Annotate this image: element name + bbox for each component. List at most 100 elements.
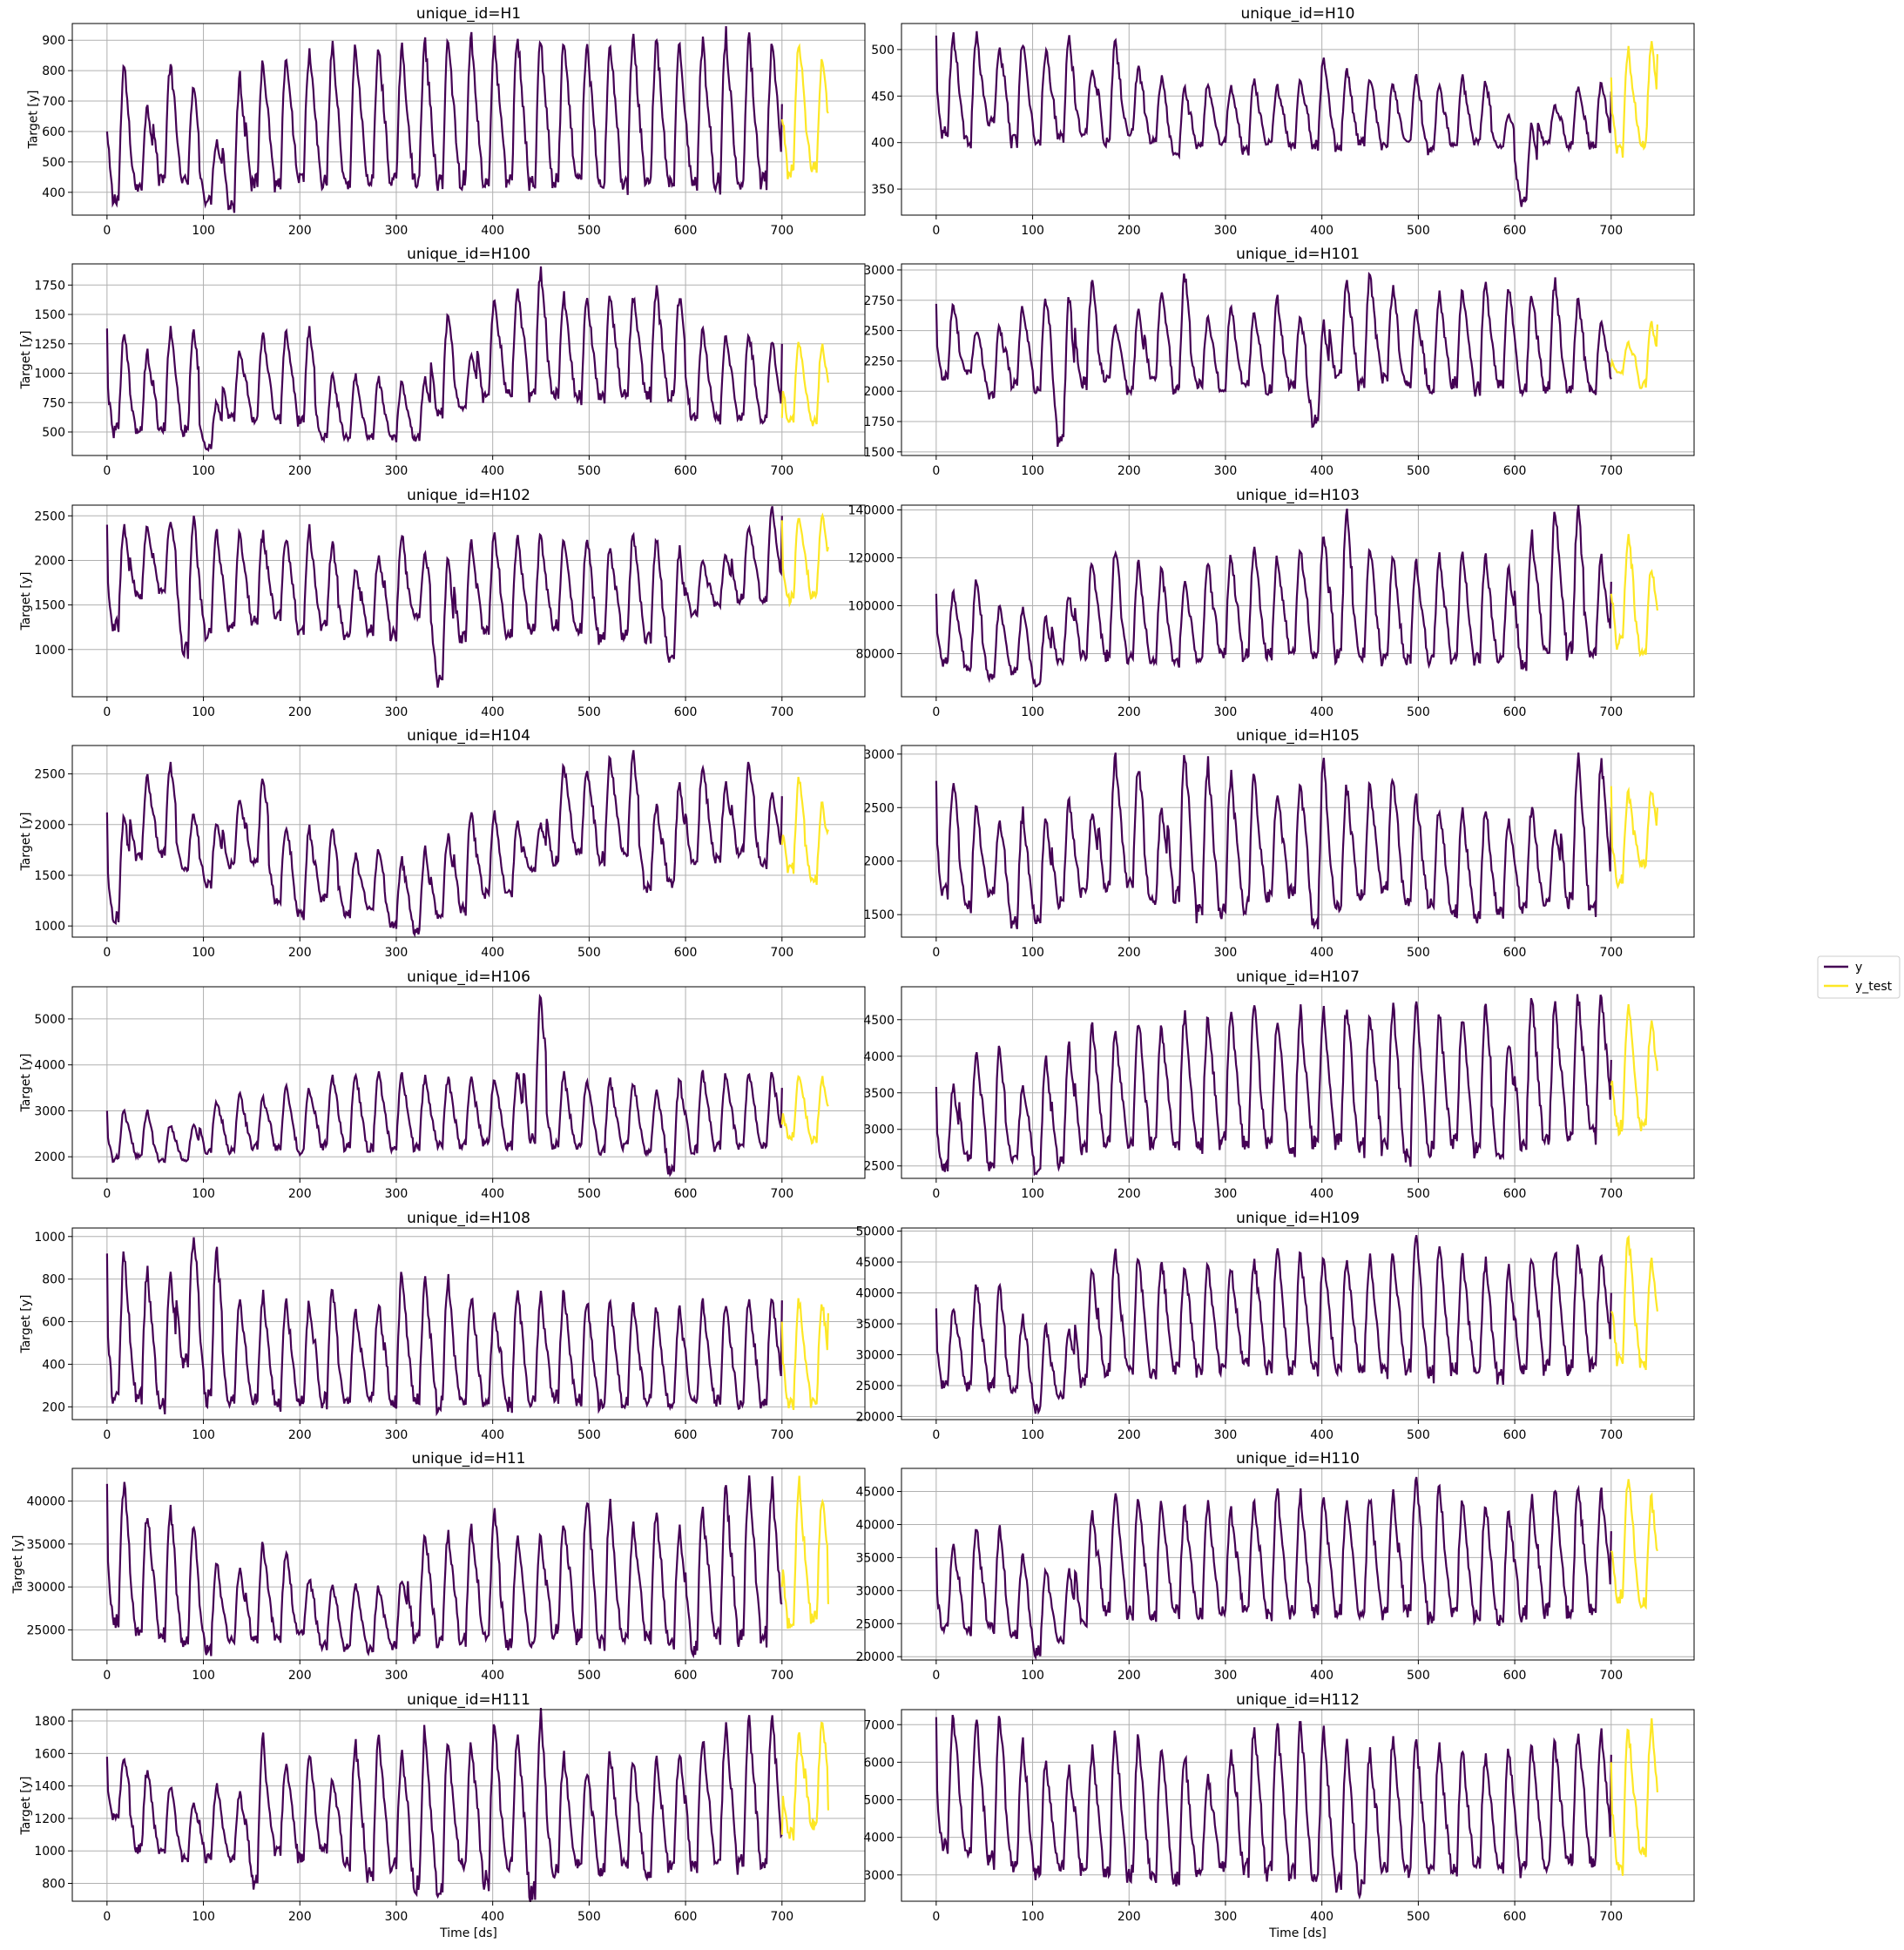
series-line-y-test (780, 341, 829, 427)
x-tick-label: 0 (103, 464, 111, 478)
x-tick-label: 600 (674, 1187, 698, 1201)
x-tick-label: 100 (192, 705, 215, 719)
subplot-title: unique_id=H112 (1236, 1691, 1360, 1709)
y-tick-label: 1000 (34, 920, 65, 934)
x-tick-label: 300 (1214, 705, 1238, 719)
y-tick-label: 2000 (34, 819, 65, 833)
x-tick-label: 400 (481, 1428, 504, 1442)
x-tick-label: 700 (1599, 946, 1623, 960)
x-tick-label: 0 (932, 1187, 940, 1201)
x-tick-label: 200 (1117, 1428, 1141, 1442)
x-tick-label: 700 (770, 946, 793, 960)
y-tick-label: 40000 (26, 1495, 65, 1508)
x-tick-label: 200 (1117, 946, 1141, 960)
subplot-title: unique_id=H102 (407, 487, 530, 504)
y-tick-label: 2500 (863, 1160, 895, 1174)
x-tick-label: 500 (1407, 705, 1430, 719)
subplot-6: 0 100 200 300 400 500 600 700 1000 1500 2000 2500 un… (19, 727, 866, 960)
x-tick-label: 700 (770, 705, 793, 719)
y-tick-label: 3000 (863, 264, 895, 278)
y-tick-label: 700 (42, 95, 65, 109)
x-tick-label: 600 (674, 224, 698, 238)
y-tick-label: 35000 (855, 1551, 895, 1565)
series-line-y (935, 30, 1612, 207)
x-axis-label: Time [ds] (1268, 1926, 1327, 1940)
series-line-y-test (1610, 1234, 1658, 1371)
subplot-11: 0 100 200 300 400 500 600 700 20000 25000 30000 350… (855, 1210, 1695, 1442)
x-tick-label: 400 (1310, 1669, 1333, 1683)
x-tick-label: 400 (1310, 1910, 1333, 1924)
x-tick-label: 200 (288, 464, 312, 478)
y-tick-label: 200 (42, 1400, 65, 1414)
series-line-y (935, 994, 1612, 1177)
x-tick-label: 200 (288, 946, 312, 960)
x-tick-label: 700 (770, 1910, 793, 1924)
x-tick-label: 100 (1021, 705, 1044, 719)
subplot-grid: 0 100 200 300 400 500 600 700 400 500 600 700 800 900… (11, 5, 1695, 1940)
axes-frame (901, 1709, 1695, 1902)
x-tick-label: 700 (770, 224, 793, 238)
subplot-5: 0 100 200 300 400 500 600 700 80000 100000 120000 1… (848, 487, 1695, 719)
axes-frame (71, 745, 866, 938)
x-tick-label: 700 (1599, 1910, 1623, 1924)
x-tick-label: 100 (1021, 1910, 1044, 1924)
y-axis-label: Target [y] (19, 572, 33, 631)
y-tick-label: 450 (871, 90, 895, 104)
x-tick-label: 600 (674, 464, 698, 478)
x-tick-label: 0 (103, 1187, 111, 1201)
x-tick-label: 0 (103, 946, 111, 960)
x-tick-label: 500 (1407, 1910, 1430, 1924)
y-tick-label: 2000 (863, 855, 895, 869)
y-tick-label: 4500 (863, 1014, 895, 1028)
x-tick-label: 200 (288, 224, 312, 238)
y-tick-label: 1200 (34, 1812, 65, 1826)
series-line-y-test (1610, 534, 1658, 658)
y-tick-label: 20000 (855, 1410, 895, 1424)
x-tick-label: 300 (385, 464, 408, 478)
y-tick-label: 350 (871, 183, 895, 197)
y-tick-label: 1000 (34, 1845, 65, 1859)
x-tick-label: 500 (577, 946, 601, 960)
y-tick-label: 1750 (863, 415, 895, 429)
subplot-7: 0 100 200 300 400 500 600 700 1500 2000 2500 3000 un… (863, 727, 1695, 960)
y-tick-label: 3000 (34, 1104, 65, 1118)
x-tick-label: 0 (932, 1910, 940, 1924)
subplot-0: 0 100 200 300 400 500 600 700 400 500 600 700 800 900… (27, 5, 866, 238)
subplot-title: unique_id=H110 (1236, 1450, 1360, 1468)
y-tick-label: 900 (42, 34, 65, 48)
subplot-2: 0 100 200 300 400 500 600 700 500 750 1000 1250 1500… (19, 246, 866, 478)
series-line-y-test (780, 776, 829, 886)
x-tick-label: 300 (1214, 1187, 1238, 1201)
y-tick-label: 1000 (34, 368, 65, 381)
y-tick-label: 1500 (34, 599, 65, 613)
x-tick-label: 500 (1407, 1428, 1430, 1442)
y-tick-label: 140000 (848, 504, 895, 518)
y-tick-label: 20000 (855, 1650, 895, 1664)
x-tick-label: 100 (1021, 1669, 1044, 1683)
y-tick-label: 500 (42, 426, 65, 440)
subplot-title: unique_id=H11 (412, 1450, 526, 1468)
y-tick-label: 3000 (863, 1123, 895, 1137)
x-tick-label: 100 (192, 1187, 215, 1201)
series-line-y (935, 271, 1612, 448)
x-tick-label: 200 (288, 705, 312, 719)
subplot-12: 0 100 200 300 400 500 600 700 25000 30000 35000 400… (11, 1450, 866, 1683)
x-tick-label: 100 (192, 464, 215, 478)
series-line-y (935, 752, 1612, 930)
subplot-title: unique_id=H107 (1236, 968, 1360, 986)
subplot-title: unique_id=H103 (1236, 487, 1360, 504)
x-tick-label: 100 (192, 946, 215, 960)
x-tick-label: 300 (385, 1669, 408, 1683)
x-tick-label: 500 (1407, 1669, 1430, 1683)
x-tick-label: 200 (288, 1910, 312, 1924)
y-tick-label: 2500 (34, 768, 65, 782)
x-tick-label: 600 (1503, 1187, 1527, 1201)
x-tick-label: 400 (481, 464, 504, 478)
x-tick-label: 700 (1599, 464, 1623, 478)
x-tick-label: 200 (1117, 1187, 1141, 1201)
y-tick-label: 25000 (855, 1380, 895, 1393)
x-tick-label: 0 (932, 464, 940, 478)
y-tick-label: 40000 (855, 1287, 895, 1301)
y-tick-label: 80000 (855, 648, 895, 662)
x-tick-label: 700 (1599, 224, 1623, 238)
